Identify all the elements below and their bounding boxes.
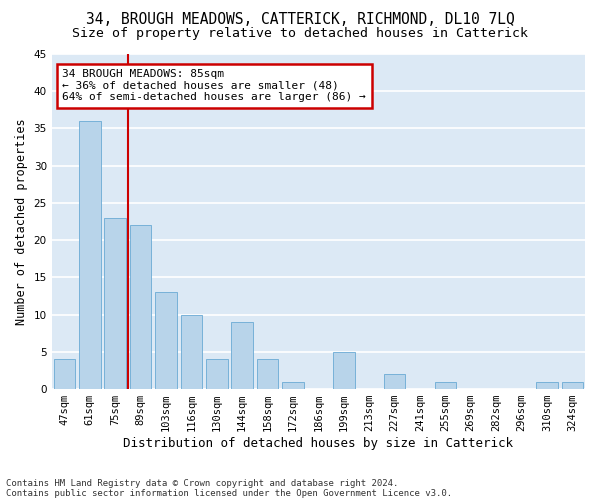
Bar (206, 360, 227, 389)
Text: Contains public sector information licensed under the Open Government Licence v3: Contains public sector information licen… (6, 488, 452, 498)
Bar (536, 382, 557, 389)
Bar (434, 382, 456, 389)
Bar (155, 292, 177, 389)
Y-axis label: Number of detached properties: Number of detached properties (15, 118, 28, 325)
Bar (104, 218, 126, 389)
Bar (181, 314, 202, 389)
Bar (257, 360, 278, 389)
Bar (53, 360, 75, 389)
Bar (282, 382, 304, 389)
X-axis label: Distribution of detached houses by size in Catterick: Distribution of detached houses by size … (124, 437, 514, 450)
Bar (562, 382, 583, 389)
Text: 34 BROUGH MEADOWS: 85sqm
← 36% of detached houses are smaller (48)
64% of semi-d: 34 BROUGH MEADOWS: 85sqm ← 36% of detach… (62, 69, 366, 102)
Bar (384, 374, 406, 389)
Text: 34, BROUGH MEADOWS, CATTERICK, RICHMOND, DL10 7LQ: 34, BROUGH MEADOWS, CATTERICK, RICHMOND,… (86, 12, 514, 28)
Bar (79, 121, 101, 389)
Bar (333, 352, 355, 389)
Text: Contains HM Land Registry data © Crown copyright and database right 2024.: Contains HM Land Registry data © Crown c… (6, 478, 398, 488)
Bar (232, 322, 253, 389)
Text: Size of property relative to detached houses in Catterick: Size of property relative to detached ho… (72, 28, 528, 40)
Bar (130, 226, 151, 389)
